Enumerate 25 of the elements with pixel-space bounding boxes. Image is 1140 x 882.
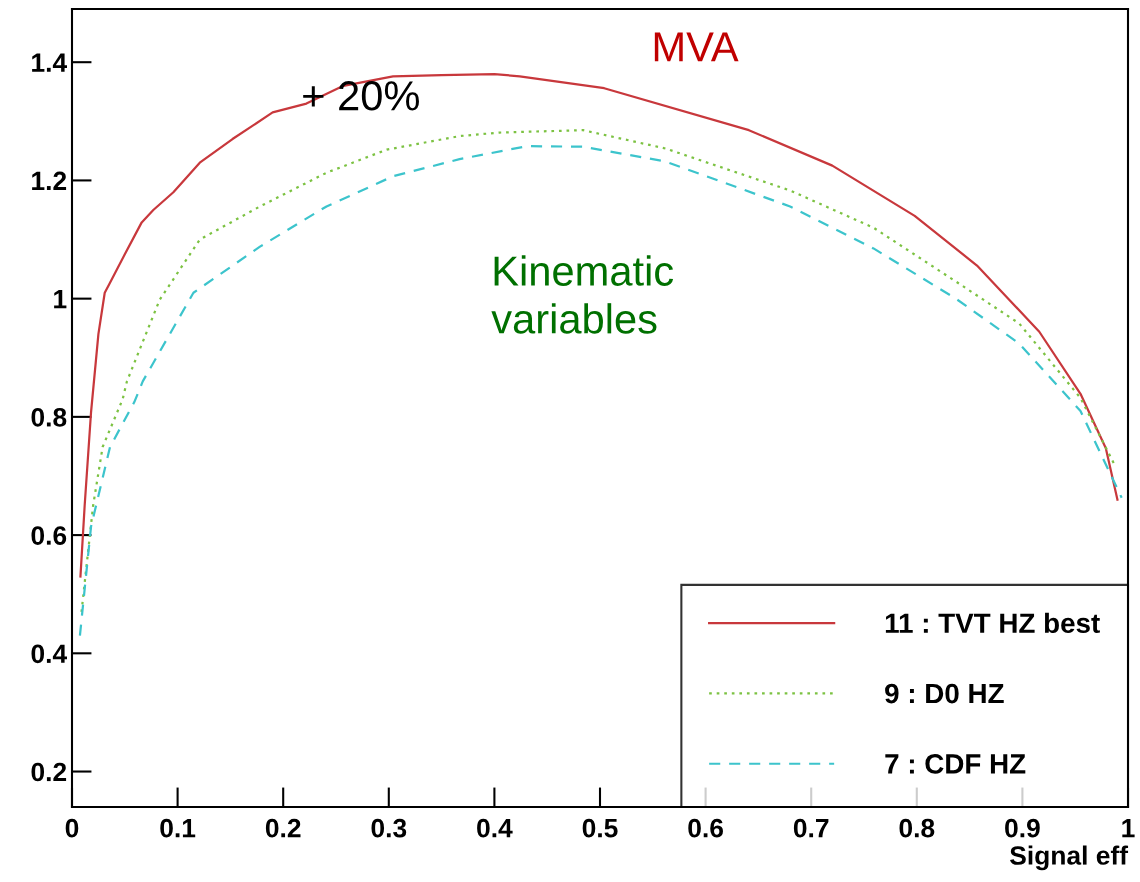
x-tick-label: 0.5: [582, 818, 618, 838]
y-tick-label: 0.4: [31, 644, 67, 664]
line-series: [79, 72, 1119, 578]
legend-label: 9 : D0 HZ: [885, 683, 1004, 704]
x-tick-label: 0.7: [793, 818, 829, 838]
legend-label: 11 : TVT HZ best: [885, 612, 1100, 634]
y-tick-label: 1.4: [32, 53, 67, 72]
x-tick-label: 0.2: [265, 818, 301, 838]
x-tick-label: 0.1: [160, 818, 196, 838]
x-tick-label: 0.3: [371, 818, 407, 838]
x-tick-label: 0.8: [899, 818, 935, 838]
y-tick-label: 1.2: [32, 171, 67, 190]
y-tick-label: 1: [54, 290, 67, 309]
y-tick-label: 0.8: [31, 408, 67, 427]
x-tick-label: 0.6: [688, 818, 723, 838]
annotation: Kinematic variables: [491, 255, 674, 334]
legend-label: 7 : CDF HZ: [885, 754, 1026, 774]
x-axis-title: Signal eff: [1010, 845, 1129, 871]
y-tick-label: 0.6: [31, 526, 67, 545]
x-tick-label: 0.9: [1005, 818, 1040, 838]
y-tick-label: 0.2: [31, 762, 67, 782]
x-tick-label: 0.4: [477, 818, 513, 838]
x-tick-label: 0: [65, 818, 79, 838]
annotation: MVA: [654, 32, 739, 62]
x-tick-label: 1: [1122, 819, 1135, 838]
